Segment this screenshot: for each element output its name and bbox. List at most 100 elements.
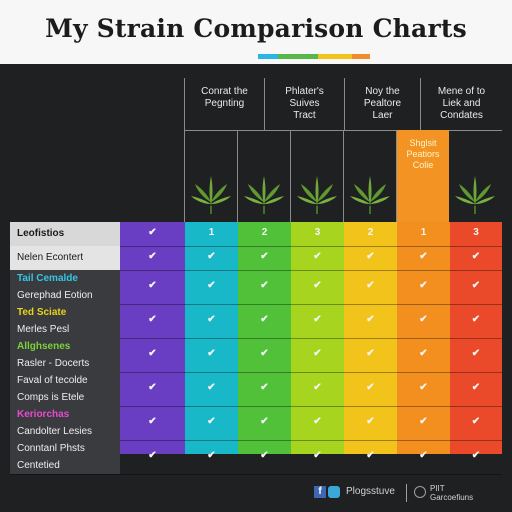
row-label: Nelen Econtert (10, 246, 120, 270)
check-icon: ✔ (419, 314, 428, 325)
row-label-line: Centetied (17, 460, 60, 471)
check-icon: ✔ (419, 382, 428, 393)
row-label: Keriorchas Candolter Lesies (10, 406, 120, 440)
check-icon: ✔ (148, 314, 157, 325)
row-label-line: Conntanl Phsts (17, 443, 85, 454)
cannabis-leaf-icon (296, 175, 338, 215)
row-label-line: Leofistios (17, 228, 65, 239)
row-label: Tail Cemalde Gerephad Eotion (10, 270, 120, 304)
column-header-2: Phlater's Suives Tract (265, 78, 345, 130)
check-icon: ✔ (471, 251, 481, 262)
column-header-4: Mene of to Liek and Condates (437, 86, 486, 121)
row-divider (10, 270, 502, 271)
title-bar: My Strain Comparison Charts (0, 0, 512, 64)
check-icon: ✔ (366, 348, 375, 359)
check-icon: ✔ (419, 416, 428, 427)
check-icon: ✔ (313, 416, 322, 427)
check-icon: ✔ (366, 314, 375, 325)
color-column (397, 222, 450, 454)
color-column (120, 222, 185, 454)
highlight-column-header (397, 130, 449, 222)
color-column (344, 222, 397, 454)
check-icon: ✔ (471, 450, 481, 461)
leaf-divider (396, 130, 397, 222)
leaf-divider (237, 130, 238, 222)
row-divider (10, 440, 502, 441)
check-icon: ✔ (471, 348, 481, 359)
check-icon: ✔ (148, 382, 157, 393)
cannabis-leaf-icon (454, 175, 496, 215)
check-icon: ✔ (260, 280, 269, 291)
row-divider (10, 474, 502, 475)
facebook-icon: f (314, 486, 326, 498)
row-divider (10, 372, 502, 373)
row-label-line: Tail Cemalde (17, 273, 78, 284)
check-icon: ✔ (260, 251, 269, 262)
cannabis-leaf-icon (243, 175, 285, 215)
accent-stripe-green (278, 54, 318, 59)
check-icon: ✔ (260, 348, 269, 359)
row-label-line: Faval of tecolde (17, 375, 88, 386)
cannabis-leaf-icon (349, 175, 391, 215)
check-icon: ✔ (260, 382, 269, 393)
color-column (450, 222, 502, 454)
check-icon: ✔ (313, 382, 322, 393)
check-icon: ✔ (207, 280, 216, 291)
row-divider (10, 338, 502, 339)
instagram-icon (328, 486, 340, 498)
check-icon: ✔ (471, 314, 481, 325)
check-icon: ✔ (313, 280, 322, 291)
check-icon: ✔ (148, 227, 157, 238)
leaf-divider (290, 130, 291, 222)
check-icon: ✔ (471, 280, 481, 291)
check-icon: ✔ (207, 348, 216, 359)
row-label: Conntanl Phsts Centetied (10, 440, 120, 474)
color-column (185, 222, 238, 454)
check-icon: ✔ (313, 450, 322, 461)
check-icon: ✔ (471, 416, 481, 427)
rating-value: 3 (473, 227, 479, 238)
rating-value: 1 (420, 227, 427, 238)
row-label-line: Candolter Lesies (17, 426, 93, 437)
check-icon: ✔ (260, 416, 269, 427)
footer-divider (406, 484, 407, 502)
rating-value: 1 (208, 227, 215, 238)
page-title: My Strain Comparison Charts (45, 14, 467, 43)
row-divider (10, 246, 502, 247)
rating-value: 2 (367, 227, 374, 238)
check-icon: ✔ (148, 280, 157, 291)
check-icon: ✔ (419, 348, 428, 359)
row-divider (10, 304, 502, 305)
check-icon: ✔ (207, 314, 216, 325)
footer-brand-b: PIIT Garcoefiuns (430, 484, 474, 502)
row-label-line: Nelen Econtert (17, 252, 84, 263)
row-label-line: Keriorchas (17, 409, 70, 420)
row-label-line: Allghsenes (17, 341, 71, 352)
accent-stripe-orange (352, 54, 370, 59)
highlight-label: Shglsit Peatiors Colie (406, 138, 440, 170)
check-icon: ✔ (419, 251, 428, 262)
color-column (291, 222, 344, 454)
check-icon: ✔ (366, 416, 375, 427)
accent-stripe-blue (258, 54, 278, 59)
accent-stripe-yellow (318, 54, 352, 59)
check-icon: ✔ (148, 348, 157, 359)
row-label-line: Rasler - Docerts (17, 358, 90, 369)
check-icon: ✔ (313, 251, 322, 262)
row-label: Ted Sciate Merles Pesl (10, 304, 120, 338)
footer-brand-a: Plogsstuve (346, 486, 395, 497)
check-icon: ✔ (148, 416, 157, 427)
check-icon: ✔ (366, 251, 375, 262)
check-icon: ✔ (313, 348, 322, 359)
check-icon: ✔ (366, 450, 375, 461)
row-label-line: Gerephad Eotion (17, 290, 93, 301)
check-icon: ✔ (148, 251, 157, 262)
header-left-border (184, 78, 185, 222)
check-icon: ✔ (207, 450, 216, 461)
column-header-3: Noy the Pealtore Laer (345, 78, 421, 130)
row-label: Leofistios (10, 222, 120, 246)
row-divider (10, 406, 502, 407)
leaf-divider (343, 130, 344, 222)
check-icon: ✔ (313, 314, 322, 325)
column-header-1: Conrat the Pegnting (185, 78, 265, 130)
